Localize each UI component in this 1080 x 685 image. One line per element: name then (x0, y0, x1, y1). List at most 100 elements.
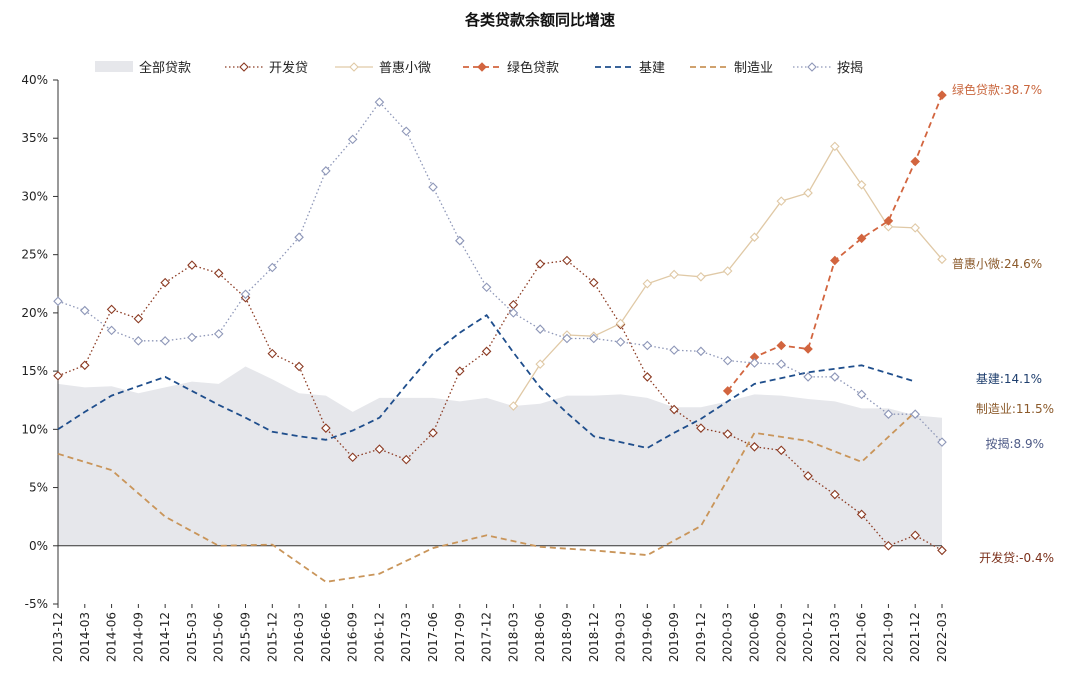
x-tick-label: 2016-06 (319, 612, 333, 662)
data-point (722, 386, 733, 396)
y-tick-label: 15% (21, 364, 48, 378)
data-point (642, 340, 653, 351)
data-point (830, 372, 840, 382)
legend-marker (239, 62, 249, 72)
y-tick-label: 25% (21, 248, 48, 262)
data-point (401, 454, 412, 465)
data-point (80, 360, 90, 371)
series-line-3 (726, 94, 943, 392)
x-tick-label: 2014-12 (158, 612, 172, 662)
x-tick-label: 2015-09 (239, 612, 253, 662)
data-point (374, 97, 385, 107)
x-tick-label: 2019-06 (640, 612, 654, 662)
data-point (481, 346, 492, 357)
legend-swatch (95, 61, 133, 72)
legend-marker (477, 62, 487, 72)
data-point (830, 489, 840, 500)
data-point (803, 188, 813, 198)
data-point (883, 221, 894, 232)
data-point (106, 325, 117, 336)
data-point (776, 196, 787, 206)
data-point (374, 444, 385, 454)
data-point (428, 428, 438, 438)
data-point (669, 345, 679, 355)
end-label: 绿色贷款:38.7% (952, 82, 1042, 97)
end-label: 制造业:11.5% (976, 402, 1054, 416)
data-point (535, 324, 545, 334)
y-tick-label: 0% (29, 539, 48, 553)
legend-label: 制造业 (734, 61, 773, 76)
data-point (508, 308, 519, 318)
x-tick-label: 2019-12 (694, 612, 708, 662)
legend-label: 开发贷 (269, 60, 308, 76)
data-point (508, 401, 519, 411)
data-point (401, 126, 412, 137)
x-tick-label: 2018-03 (506, 612, 520, 662)
series-line-2 (512, 145, 943, 407)
y-tick-label: 30% (21, 189, 48, 203)
data-point (642, 372, 653, 382)
data-point (588, 277, 599, 288)
data-point (722, 429, 733, 439)
x-tick-label: 2019-09 (667, 612, 681, 662)
data-point (508, 299, 519, 310)
x-tick-label: 2015-06 (212, 612, 226, 662)
data-point (133, 313, 144, 324)
area-layer (58, 366, 942, 546)
data-point (696, 272, 706, 282)
data-point (240, 289, 251, 300)
x-tick-label: 2021-12 (908, 612, 922, 662)
data-point (937, 90, 947, 100)
data-point (53, 296, 63, 307)
data-point (910, 530, 920, 541)
x-tick-label: 2017-09 (453, 612, 467, 662)
data-point (722, 266, 733, 276)
legend-label: 基建 (639, 61, 665, 76)
end-label: 开发贷:-0.4% (979, 550, 1054, 565)
data-point (213, 268, 224, 279)
data-point (267, 262, 278, 273)
data-point (213, 329, 224, 339)
data-point (642, 279, 653, 289)
data-point (696, 346, 706, 357)
end-label: 普惠小微:24.6% (952, 257, 1042, 271)
end-labels: 绿色贷款:38.7% 普惠小微:24.6% 基建:14.1% 制造业:11.5% 按揭:… (952, 82, 1054, 565)
y-tick-label: 40% (21, 73, 48, 87)
series-layer (53, 90, 947, 583)
data-point (937, 254, 947, 265)
y-tick-label: 10% (21, 422, 48, 436)
x-tick-label: 2020-03 (721, 612, 735, 662)
data-point (321, 166, 331, 176)
data-point (347, 134, 358, 145)
data-point (321, 423, 331, 433)
legend-label: 绿色贷款 (507, 60, 559, 76)
data-point (481, 282, 492, 293)
data-point (883, 409, 894, 419)
x-tick-label: 2020-12 (801, 612, 815, 662)
data-point (776, 445, 787, 456)
data-point (830, 255, 840, 266)
data-point (535, 259, 545, 269)
x-tick-label: 2019-03 (614, 612, 628, 662)
end-label: 基建:14.1% (976, 372, 1042, 386)
data-point (187, 332, 197, 343)
axis-layer: -5% 0% 5% 10% 15% 20% 25% 30% 35% 40% 2013-12 2014-… (21, 73, 949, 662)
data-point (722, 355, 733, 366)
x-tick-label: 2016-12 (372, 612, 386, 662)
legend-label: 全部贷款 (139, 60, 191, 76)
x-tick-label: 2016-03 (292, 612, 306, 662)
data-point (455, 366, 465, 376)
x-tick-label: 2018-06 (533, 612, 547, 662)
x-tick-label: 2020-09 (774, 612, 788, 662)
data-point (937, 437, 947, 447)
y-tick-label: 5% (29, 481, 48, 495)
data-point (562, 333, 572, 344)
data-point (80, 305, 90, 316)
data-point (615, 337, 626, 347)
data-point (856, 180, 867, 190)
data-point (133, 336, 144, 346)
legend-label: 按揭 (837, 61, 863, 76)
data-point (803, 471, 813, 481)
data-point (669, 269, 679, 280)
